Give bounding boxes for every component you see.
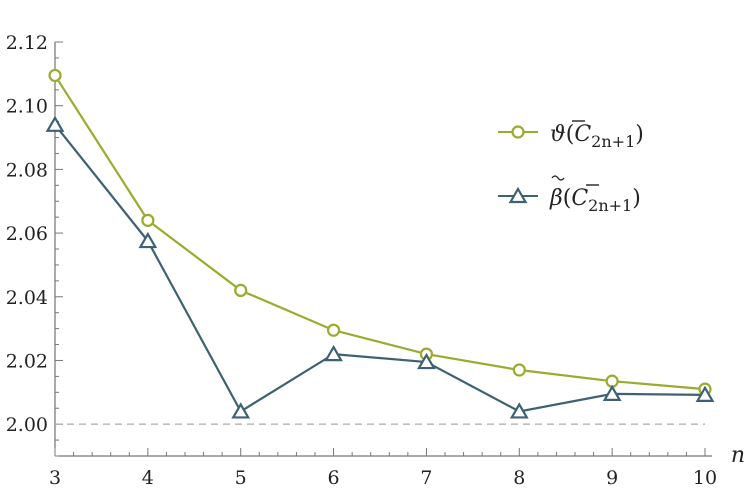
series-1-point (141, 213, 155, 227)
y-tick-label: 2.12 (6, 32, 48, 54)
x-tick-label: 8 (513, 467, 525, 489)
series-2-point (602, 384, 622, 401)
x-tick-label: 6 (328, 467, 340, 489)
x-tick-label: 9 (606, 467, 618, 489)
series-line-2 (54, 124, 706, 413)
series-2-point (509, 402, 529, 419)
y-tick-label: 2.08 (6, 159, 48, 181)
y-tick-label: 2.00 (6, 414, 48, 436)
x-axis-label: n (731, 443, 745, 468)
legend-marker-2 (508, 186, 528, 204)
y-tick-label: 2.10 (6, 96, 48, 118)
legend-marker-1 (511, 125, 525, 139)
x-tick-label: 10 (693, 467, 717, 489)
series-1-point (234, 283, 248, 297)
series-layer (45, 68, 715, 419)
series-line-1 (54, 74, 706, 391)
x-tick-label: 3 (49, 467, 61, 489)
series-2-point (417, 352, 436, 370)
legend-label-2: β(C2n+1) (549, 186, 641, 215)
series-2-point (695, 385, 715, 402)
legend-tilde-2 (551, 175, 565, 181)
legend-label-1: ϑ(C2n+1) (550, 122, 644, 151)
series-2-point (138, 231, 158, 249)
x-tick-label: 7 (420, 467, 432, 489)
series-1-point (512, 363, 526, 377)
axes: 2.00 2.02 2.04 2.06 2.08 2.10 2.12 3 4 5 6 7 8 9 10 n (6, 32, 745, 489)
y-tick-label: 2.04 (6, 287, 48, 309)
series-1-point (48, 68, 62, 83)
x-tick-label: 5 (235, 467, 247, 489)
legend: ϑ(C2n+1) β(C2n+1) (498, 120, 644, 215)
series-2-point (45, 115, 65, 132)
series-2-point (324, 344, 343, 362)
y-tick-label: 2.06 (6, 223, 48, 245)
y-tick-label: 2.02 (6, 350, 48, 372)
series-2-point (231, 402, 251, 419)
x-tick-label: 4 (142, 467, 154, 489)
series-1-point (326, 323, 341, 337)
